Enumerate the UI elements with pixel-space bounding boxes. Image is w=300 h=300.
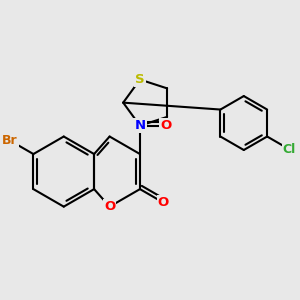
Text: S: S [135,73,145,86]
Text: O: O [104,200,115,213]
Text: Br: Br [2,134,18,147]
Text: N: N [134,119,146,132]
Text: O: O [160,119,171,132]
Text: Cl: Cl [283,143,296,156]
Text: O: O [158,196,169,209]
